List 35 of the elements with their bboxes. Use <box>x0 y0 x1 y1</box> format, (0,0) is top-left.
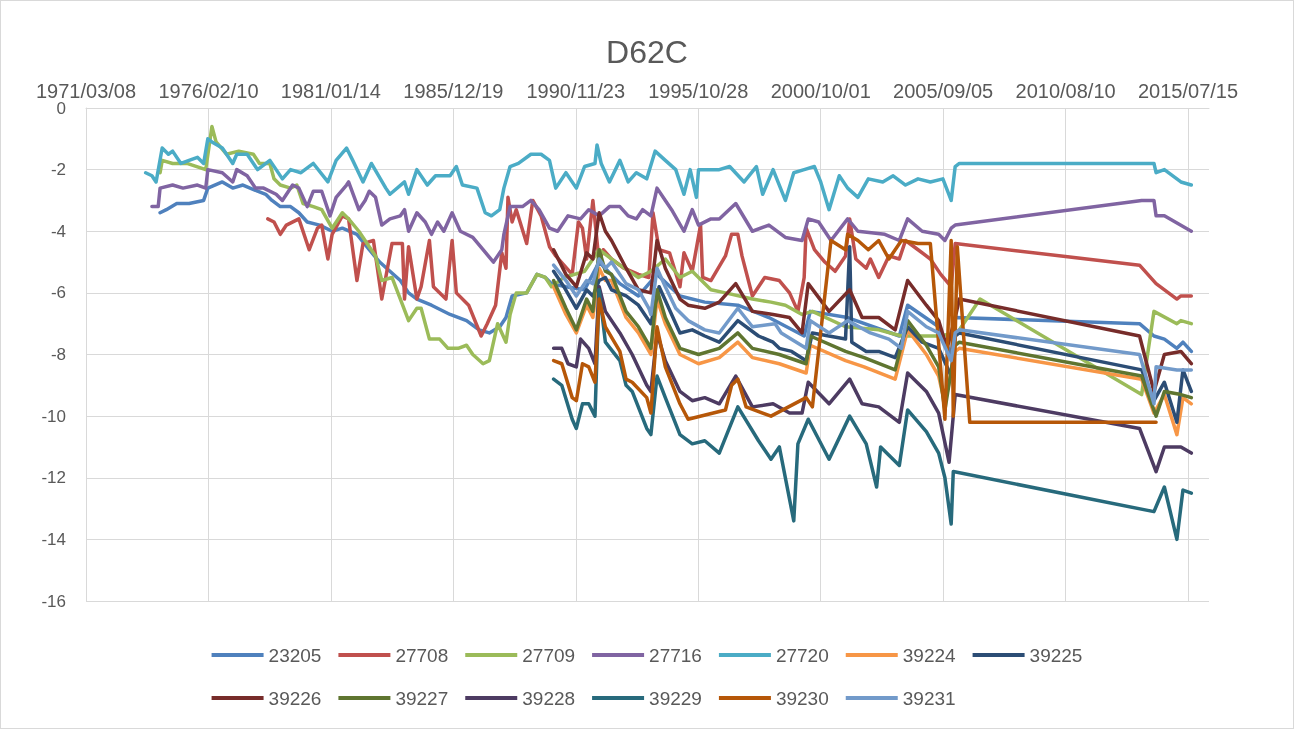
y-tick-label: -16 <box>41 591 66 611</box>
line-series <box>551 288 1194 542</box>
y-tick-label: -6 <box>50 283 66 303</box>
legend-label: 27708 <box>395 644 449 666</box>
y-tick-label: -2 <box>50 160 66 180</box>
legend-label: 39229 <box>649 687 702 709</box>
legend-label: 27709 <box>522 644 576 666</box>
y-tick-label: -10 <box>41 406 66 426</box>
y-tick-label: -12 <box>41 468 66 488</box>
y-tick-label: -4 <box>50 221 66 241</box>
x-tick-label: 1990/11/23 <box>526 80 626 102</box>
y-tick-label: -14 <box>41 529 66 549</box>
x-tick-label: 2005/09/05 <box>893 80 994 102</box>
legend-label: 39227 <box>395 687 449 709</box>
legend-label: 39230 <box>775 687 829 709</box>
line-series <box>143 137 1194 218</box>
y-tick-label: -8 <box>50 345 66 364</box>
x-tick-label: 2015/07/15 <box>1137 80 1239 102</box>
x-tick-label: 1981/01/14 <box>280 80 381 102</box>
line-series <box>551 211 1194 394</box>
legend-label: 39224 <box>902 644 957 666</box>
legend-label: 23205 <box>268 644 322 666</box>
legend-label: 27720 <box>775 644 829 666</box>
x-tick-label: 1995/10/28 <box>648 80 749 102</box>
chart-title: D62C <box>606 34 688 70</box>
legend-label: 27716 <box>649 644 702 666</box>
x-tick-label: 1985/12/19 <box>403 80 504 102</box>
legend-label: 39225 <box>1029 644 1083 666</box>
x-tick-label: 2000/10/01 <box>770 80 871 102</box>
line-series <box>150 167 1194 264</box>
legend-label: 39228 <box>522 687 576 709</box>
x-tick-label: 2010/08/10 <box>1015 80 1116 102</box>
legend-label: 39231 <box>902 687 956 709</box>
legend-label: 39226 <box>268 687 322 709</box>
x-tick-label: 1976/02/10 <box>158 80 259 102</box>
